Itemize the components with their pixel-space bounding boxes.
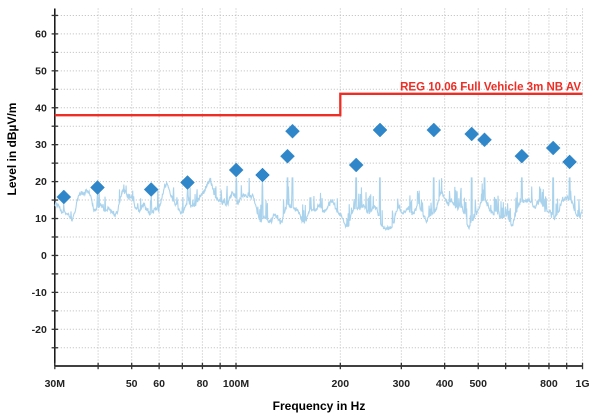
svg-text:30M: 30M [45, 378, 66, 390]
svg-text:20: 20 [35, 176, 47, 188]
svg-text:REG 10.06 Full Vehicle 3m NB A: REG 10.06 Full Vehicle 3m NB AV [400, 82, 581, 94]
svg-text:80: 80 [197, 378, 209, 390]
svg-text:100M: 100M [223, 378, 250, 390]
svg-text:-20: -20 [32, 324, 47, 336]
svg-text:10: 10 [35, 213, 47, 225]
svg-text:60: 60 [153, 378, 165, 390]
svg-text:200: 200 [332, 378, 350, 390]
svg-text:60: 60 [35, 28, 47, 40]
svg-text:400: 400 [436, 378, 454, 390]
svg-text:0: 0 [41, 250, 47, 262]
svg-text:30: 30 [35, 139, 47, 151]
svg-text:50: 50 [126, 378, 138, 390]
svg-text:1G: 1G [576, 378, 590, 390]
svg-text:40: 40 [35, 102, 47, 114]
svg-text:-10: -10 [32, 287, 47, 299]
svg-text:Frequency in Hz: Frequency in Hz [273, 399, 366, 413]
svg-text:Level in dBµV/m: Level in dBµV/m [5, 103, 19, 196]
svg-text:500: 500 [469, 378, 487, 390]
svg-text:800: 800 [540, 378, 558, 390]
svg-text:300: 300 [393, 378, 411, 390]
svg-text:50: 50 [35, 65, 47, 77]
